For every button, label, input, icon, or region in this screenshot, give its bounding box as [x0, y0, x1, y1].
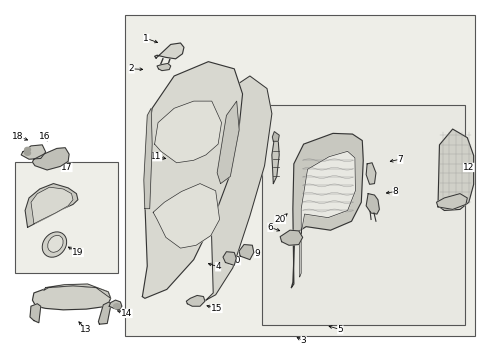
Polygon shape — [366, 163, 376, 184]
Text: 5: 5 — [338, 325, 343, 334]
Polygon shape — [366, 194, 379, 214]
Polygon shape — [223, 252, 236, 265]
Text: 8: 8 — [392, 187, 398, 196]
Polygon shape — [144, 108, 152, 209]
Text: 7: 7 — [397, 155, 403, 164]
Polygon shape — [157, 63, 171, 71]
Polygon shape — [21, 145, 46, 159]
Text: 15: 15 — [211, 304, 222, 313]
Text: 13: 13 — [80, 325, 92, 334]
Text: 17: 17 — [61, 163, 73, 172]
Text: 14: 14 — [121, 309, 132, 318]
Polygon shape — [30, 304, 41, 323]
Text: 9: 9 — [254, 249, 260, 258]
Polygon shape — [44, 284, 111, 298]
Circle shape — [24, 151, 30, 155]
Polygon shape — [25, 184, 78, 227]
Polygon shape — [280, 230, 303, 245]
Polygon shape — [155, 43, 184, 59]
Ellipse shape — [42, 232, 67, 257]
Polygon shape — [109, 300, 122, 310]
Polygon shape — [217, 101, 239, 184]
FancyBboxPatch shape — [15, 162, 118, 273]
Polygon shape — [206, 76, 272, 300]
Circle shape — [24, 147, 30, 152]
Polygon shape — [300, 151, 355, 277]
Circle shape — [114, 304, 121, 309]
Polygon shape — [292, 134, 363, 288]
Polygon shape — [272, 132, 279, 141]
Text: 16: 16 — [39, 132, 50, 141]
Text: 18: 18 — [12, 132, 24, 141]
Polygon shape — [186, 296, 205, 306]
Polygon shape — [437, 194, 467, 210]
Text: 11: 11 — [150, 152, 162, 161]
Polygon shape — [32, 286, 111, 310]
Polygon shape — [98, 302, 111, 324]
Polygon shape — [155, 101, 221, 163]
Polygon shape — [239, 244, 254, 260]
Polygon shape — [32, 148, 69, 170]
Polygon shape — [153, 184, 220, 248]
Text: 3: 3 — [301, 336, 307, 345]
Ellipse shape — [48, 235, 63, 252]
Text: 10: 10 — [229, 256, 241, 265]
Text: 12: 12 — [463, 163, 474, 172]
Text: 4: 4 — [215, 262, 221, 271]
Text: 6: 6 — [268, 223, 273, 232]
Text: 19: 19 — [72, 248, 84, 257]
Polygon shape — [272, 139, 279, 184]
FancyBboxPatch shape — [262, 105, 465, 325]
Polygon shape — [31, 187, 73, 224]
Polygon shape — [143, 62, 243, 298]
FancyBboxPatch shape — [125, 15, 475, 336]
Text: 20: 20 — [274, 215, 286, 224]
Text: 2: 2 — [129, 64, 134, 73]
Polygon shape — [438, 129, 474, 211]
Text: 1: 1 — [144, 34, 149, 43]
